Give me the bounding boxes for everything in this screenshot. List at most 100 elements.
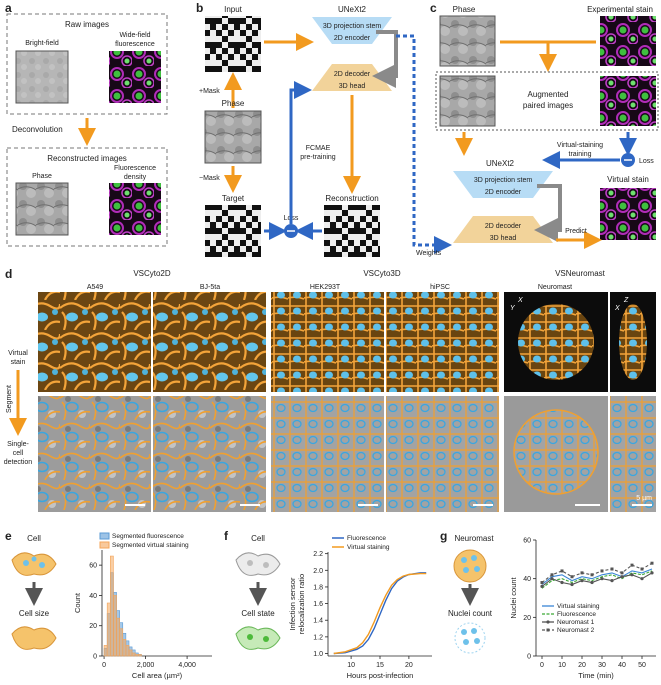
decoder-label-b: 2D decoder bbox=[334, 71, 371, 78]
augmented-label-2: paired images bbox=[523, 101, 573, 110]
loss-label-c: Loss bbox=[639, 158, 654, 165]
unext2-label-b: UNeXt2 bbox=[338, 5, 367, 14]
stem-label-b: 3D projection stem bbox=[323, 23, 382, 30]
input-masked-image bbox=[205, 16, 261, 72]
col-hipsc: hiPSC bbox=[430, 284, 450, 291]
neuromast-xz-ball bbox=[619, 304, 647, 380]
a549-segmentation bbox=[38, 396, 151, 512]
hipsc-virtual-stain bbox=[386, 292, 499, 392]
histogram-bar-2 bbox=[106, 602, 111, 657]
histogram-bar-2 bbox=[116, 617, 120, 657]
experimental-stain-image bbox=[600, 16, 656, 66]
panel-b: b Input +Mask Phase −Mask Target UNeXt2 … bbox=[196, 1, 452, 257]
panel-g-letter: g bbox=[440, 529, 447, 543]
input-label: Input bbox=[224, 5, 243, 14]
weights-transfer-arrow bbox=[396, 34, 452, 254]
y-tick-label: 1.8 bbox=[313, 584, 323, 591]
neuromast-ball bbox=[518, 304, 594, 380]
col-hek293t: HEK293T bbox=[310, 284, 341, 291]
fcmae-label-2: pre-training bbox=[300, 154, 336, 161]
col-a549: A549 bbox=[87, 284, 103, 291]
group-vsneuromast: VSNeuromast bbox=[555, 269, 606, 278]
legend-label: Virtual staining bbox=[557, 603, 600, 610]
data-point bbox=[540, 584, 544, 588]
legend-label: Neuromast 1 bbox=[557, 619, 595, 626]
target-image bbox=[205, 205, 261, 257]
decoder-head-block-c bbox=[453, 216, 553, 243]
x-tick-label: 4,000 bbox=[178, 662, 196, 669]
histogram-bar-2 bbox=[138, 654, 142, 657]
neuromast-illustration bbox=[453, 549, 487, 583]
y-tick-label: 1.6 bbox=[313, 601, 323, 608]
histogram-chart-e: 0 2,000 4,000 0 20 40 60 Cell area (µm²) Count Se… bbox=[73, 532, 212, 680]
x-tick-label: 15 bbox=[376, 662, 384, 669]
axis-z-label: Z bbox=[623, 297, 629, 304]
stem-label-c: 3D projection stem bbox=[474, 177, 533, 184]
fcmae-label-1: FCMAE bbox=[306, 145, 331, 152]
x-axis-label: Cell area (µm²) bbox=[132, 671, 183, 680]
x-tick-label: 2,000 bbox=[137, 662, 155, 669]
axis-y-label: Y bbox=[510, 305, 516, 312]
series-line-2 bbox=[333, 572, 427, 655]
vs-training-label-2: training bbox=[569, 151, 592, 158]
head-label-b: 3D head bbox=[339, 83, 366, 90]
nuclei-illustration bbox=[454, 622, 486, 654]
panel-d: d VSCyto2D VSCyto3D VSNeuromast A549 BJ-… bbox=[4, 267, 656, 512]
widefield-image bbox=[109, 51, 161, 103]
decoder-label-c: 2D decoder bbox=[485, 223, 522, 230]
panel-d-letter: d bbox=[5, 267, 12, 281]
axis-x2-label: X bbox=[614, 305, 620, 312]
bj5ta-virtual-stain bbox=[153, 292, 266, 392]
x-tick-label: 10 bbox=[558, 662, 566, 669]
y-tick-label: 40 bbox=[89, 593, 97, 600]
histogram-bar-2 bbox=[119, 628, 124, 657]
widefield-label-2: fluorescence bbox=[115, 41, 155, 48]
legend-label: Segmented virtual staining bbox=[112, 542, 189, 549]
x-tick-label: 20 bbox=[578, 662, 586, 669]
legend-label: Neuromast 2 bbox=[557, 627, 595, 634]
raw-images-box bbox=[6, 13, 168, 115]
y-tick-label: 1.0 bbox=[313, 651, 323, 658]
histogram-bar-2 bbox=[103, 645, 108, 657]
y-tick-label: 0 bbox=[527, 654, 531, 661]
vs-training-label-1: Virtual-staining bbox=[557, 142, 603, 149]
x-tick-label: 40 bbox=[618, 662, 626, 669]
legend-label: Fluorescence bbox=[557, 611, 596, 618]
data-point bbox=[550, 577, 554, 581]
reconstructed-box bbox=[6, 147, 168, 247]
cell-state-label: Cell state bbox=[241, 609, 275, 618]
y-axis-label-line2: relocalization ratio bbox=[297, 574, 306, 634]
data-point bbox=[610, 579, 614, 583]
y-axis-label: Nuclei count bbox=[509, 576, 518, 618]
plus-mask-label: +Mask bbox=[199, 88, 220, 95]
neuromast-label-g: Neuromast bbox=[454, 534, 494, 543]
series-line-3 bbox=[541, 572, 653, 587]
x-axis-label: Time (min) bbox=[578, 671, 614, 680]
augmented-stain-image bbox=[600, 76, 656, 126]
row-virtual-stain-2: stain bbox=[11, 359, 26, 366]
neuromast-xz-segmentation bbox=[610, 396, 656, 512]
phase-image-b bbox=[204, 110, 262, 164]
fluor-density-image bbox=[109, 183, 161, 235]
panel-e: e Cell Cell size 0 2,000 4,000 0 20 40 60 Cell … bbox=[5, 529, 212, 680]
cell-size-illustration bbox=[11, 626, 57, 650]
group-vscyto3d: VSCyto3D bbox=[363, 269, 401, 278]
data-point bbox=[580, 579, 584, 583]
virtual-stain-label-c: Virtual stain bbox=[607, 175, 649, 184]
segment-label: Segment bbox=[6, 385, 13, 413]
legend-marker bbox=[546, 628, 550, 632]
brightfield-image bbox=[15, 50, 69, 104]
col-neuromast: Neuromast bbox=[538, 284, 572, 291]
legend-marker bbox=[546, 620, 550, 624]
panel-b-letter: b bbox=[196, 1, 203, 15]
data-point bbox=[590, 580, 594, 585]
data-point bbox=[560, 580, 564, 585]
panel-f: f Cell Cell state 10 15 20 1.0 1.2 1.4 1.6 1.8 2… bbox=[224, 529, 432, 680]
loss-backprop-arrow-b bbox=[289, 81, 312, 224]
line-chart-g: 0 10 20 30 40 50 0 20 40 60 Time (min) Nuclei count… bbox=[509, 538, 656, 680]
y-axis-label: Infection sensor bbox=[288, 577, 297, 630]
y-tick-label: 2.2 bbox=[313, 551, 323, 558]
phase-image-a bbox=[15, 182, 69, 236]
x-tick-label: 20 bbox=[405, 662, 413, 669]
